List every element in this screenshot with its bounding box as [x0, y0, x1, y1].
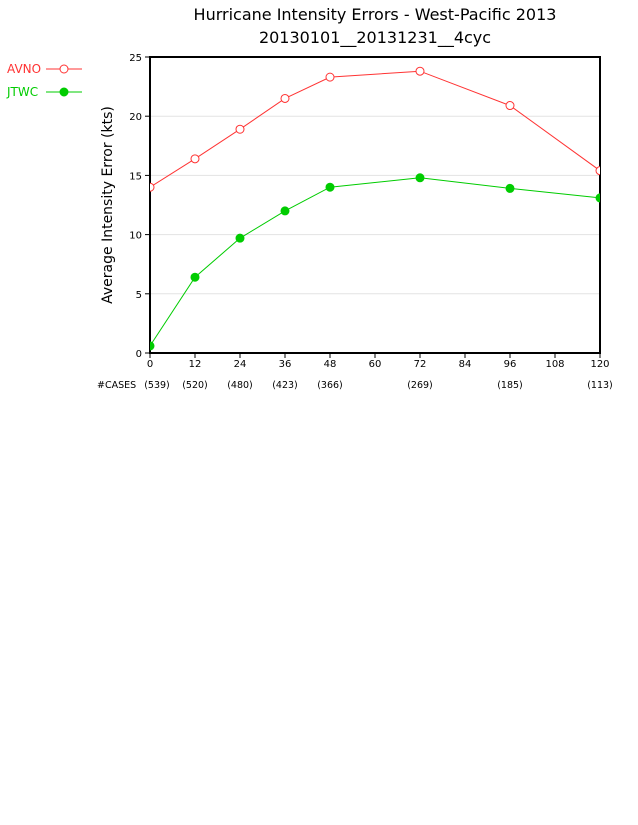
case-count-72: (269) [407, 380, 433, 391]
series-line-avno [150, 70, 600, 188]
x-tick-label-108: 108 [545, 359, 564, 370]
x-tick-label-96: 96 [504, 359, 517, 370]
case-count-48: (366) [317, 380, 343, 391]
case-count-36: (423) [272, 380, 298, 391]
y-tick-label-20: 20 [129, 112, 142, 123]
y-tick-label-25: 25 [129, 53, 142, 64]
series-point-avno-72 [415, 66, 425, 76]
series-layer [150, 66, 600, 351]
series-point-avno-0 [150, 182, 155, 192]
legend: AVNO JTWC [6, 62, 82, 99]
series-point-jtwc-36 [280, 206, 290, 216]
x-tick-label-24: 24 [234, 359, 247, 370]
legend-marker-jtwc [59, 87, 69, 97]
y-axis-label: Average Intensity Error (kts) [100, 106, 116, 304]
legend-label-jtwc: JTWC [6, 85, 38, 99]
series-point-jtwc-12 [190, 272, 200, 282]
case-count-96: (185) [497, 380, 523, 391]
x-tick-label-12: 12 [189, 359, 202, 370]
y-tick-label-15: 15 [129, 171, 142, 182]
series-point-avno-48 [325, 72, 335, 82]
series-point-avno-96 [505, 101, 515, 111]
y-tick-label-10: 10 [129, 231, 142, 242]
x-tick-label-48: 48 [324, 359, 337, 370]
case-counts: #CASES (539) (520) (480) (423) (366) (269) (185… [97, 380, 613, 391]
case-count-24: (480) [227, 380, 253, 391]
series-point-jtwc-96 [505, 183, 515, 193]
y-tick-label-5: 5 [136, 290, 142, 301]
series-clipped [150, 66, 600, 351]
tick-labels: 0 5 10 15 20 25 0 12 24 36 48 60 72 84 96 108 120 [129, 53, 609, 370]
x-tick-label-84: 84 [459, 359, 472, 370]
series-point-avno-24 [235, 124, 245, 134]
series-point-jtwc-0 [150, 341, 155, 351]
series-point-jtwc-48 [325, 182, 335, 192]
series-point-jtwc-72 [415, 173, 425, 183]
legend-marker-avno [59, 64, 69, 74]
x-tick-label-120: 120 [590, 359, 609, 370]
grid-lines [150, 115, 600, 295]
case-count-0: (539) [144, 380, 170, 391]
series-point-avno-120 [595, 166, 600, 176]
case-count-12: (520) [182, 380, 208, 391]
chart-subtitle: 20130101__20131231__4cyc [259, 28, 491, 48]
x-tick-label-0: 0 [147, 359, 153, 370]
x-tick-label-36: 36 [279, 359, 292, 370]
series-point-avno-12 [190, 154, 200, 164]
y-tick-label-0: 0 [136, 349, 142, 360]
cases-label: #CASES [97, 380, 136, 391]
case-count-120: (113) [587, 380, 613, 391]
series-line-jtwc [150, 177, 600, 347]
x-tick-label-60: 60 [369, 359, 382, 370]
axes [145, 56, 601, 358]
chart-title: Hurricane Intensity Errors - West-Pacifi… [194, 5, 557, 24]
series-point-avno-36 [280, 93, 290, 103]
plot-frame [149, 56, 601, 354]
legend-label-avno: AVNO [7, 62, 41, 76]
series-point-jtwc-120 [595, 193, 600, 203]
x-tick-label-72: 72 [414, 359, 427, 370]
series-point-jtwc-24 [235, 233, 245, 243]
